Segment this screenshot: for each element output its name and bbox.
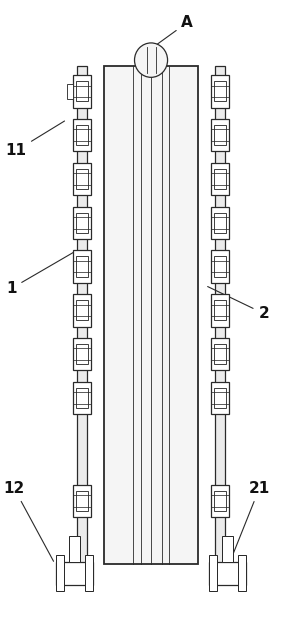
Bar [72,485,91,517]
Bar [211,119,230,152]
Bar [72,250,91,283]
Bar [76,491,88,511]
Bar [214,82,226,102]
Bar [211,206,230,239]
Bar [209,562,246,584]
Bar [214,344,226,364]
Bar [214,169,226,189]
Bar [214,388,226,408]
Bar [211,294,230,327]
Bar [214,125,226,145]
Bar [76,256,88,277]
Bar [72,119,91,152]
Bar [211,250,230,283]
Bar [211,382,230,414]
Bar [209,556,217,591]
Bar [211,163,230,195]
Bar [76,82,88,102]
Bar [72,382,91,414]
Bar [238,556,246,591]
Bar [211,75,230,108]
Bar [214,300,226,320]
Bar [76,213,88,233]
Bar [76,344,88,364]
Bar [77,66,87,564]
Bar [67,84,72,98]
Text: 11: 11 [5,121,65,159]
Bar [72,163,91,195]
Bar [215,66,225,564]
Bar [76,169,88,189]
Bar [72,206,91,239]
Bar [72,294,91,327]
Bar [76,300,88,320]
Bar [104,66,198,564]
Bar [222,535,233,562]
Bar [214,256,226,277]
Bar [76,125,88,145]
Bar [211,485,230,517]
Ellipse shape [134,43,168,77]
Text: 12: 12 [4,481,53,561]
Bar [214,213,226,233]
Bar [69,535,80,562]
Bar [72,75,91,108]
Bar [85,556,93,591]
Bar [56,556,64,591]
Text: 2: 2 [208,287,269,321]
Bar [214,491,226,511]
Bar [211,338,230,371]
Bar [72,338,91,371]
Bar [56,562,93,584]
Text: 1: 1 [6,252,73,296]
Bar [76,388,88,408]
Text: 21: 21 [230,481,270,561]
Text: A: A [155,15,193,46]
